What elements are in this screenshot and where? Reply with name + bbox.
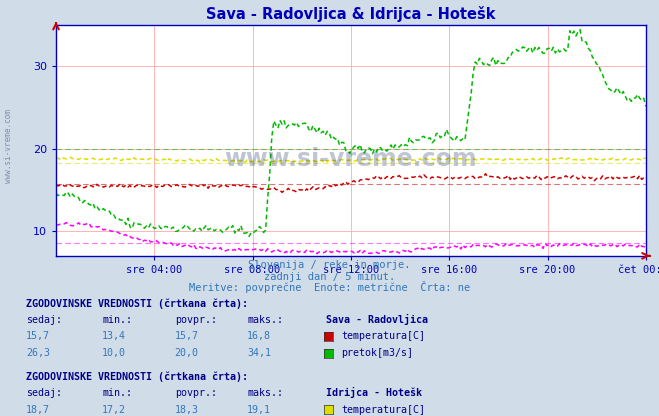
- Text: Slovenija / reke in morje.: Slovenija / reke in morje.: [248, 260, 411, 270]
- Text: ZGODOVINSKE VREDNOSTI (črtkana črta):: ZGODOVINSKE VREDNOSTI (črtkana črta):: [26, 372, 248, 382]
- Text: sedaj:: sedaj:: [26, 388, 63, 398]
- Text: pretok[m3/s]: pretok[m3/s]: [341, 348, 413, 358]
- Text: 13,4: 13,4: [102, 332, 126, 342]
- Text: min.:: min.:: [102, 388, 132, 398]
- Text: 16,8: 16,8: [247, 332, 271, 342]
- Text: povpr.:: povpr.:: [175, 388, 217, 398]
- Text: Meritve: povprečne  Enote: metrične  Črta: ne: Meritve: povprečne Enote: metrične Črta:…: [189, 281, 470, 293]
- Text: 20,0: 20,0: [175, 348, 198, 358]
- Text: temperatura[C]: temperatura[C]: [341, 405, 425, 415]
- Text: www.si-vreme.com: www.si-vreme.com: [4, 109, 13, 183]
- Text: 10,0: 10,0: [102, 348, 126, 358]
- Text: www.si-vreme.com: www.si-vreme.com: [225, 147, 477, 171]
- Text: 19,1: 19,1: [247, 405, 271, 415]
- Text: 15,7: 15,7: [26, 332, 50, 342]
- Text: 15,7: 15,7: [175, 332, 198, 342]
- Text: maks.:: maks.:: [247, 388, 283, 398]
- Text: sedaj:: sedaj:: [26, 315, 63, 325]
- Text: Idrijca - Hotešk: Idrijca - Hotešk: [326, 387, 422, 398]
- Text: ZGODOVINSKE VREDNOSTI (črtkana črta):: ZGODOVINSKE VREDNOSTI (črtkana črta):: [26, 299, 248, 309]
- Text: Sava - Radovljica: Sava - Radovljica: [326, 314, 428, 325]
- Text: 18,7: 18,7: [26, 405, 50, 415]
- Text: 34,1: 34,1: [247, 348, 271, 358]
- Text: 17,2: 17,2: [102, 405, 126, 415]
- Text: maks.:: maks.:: [247, 315, 283, 325]
- Text: povpr.:: povpr.:: [175, 315, 217, 325]
- Text: 18,3: 18,3: [175, 405, 198, 415]
- Text: min.:: min.:: [102, 315, 132, 325]
- Text: zadnji dan / 5 minut.: zadnji dan / 5 minut.: [264, 272, 395, 282]
- Text: temperatura[C]: temperatura[C]: [341, 332, 425, 342]
- Title: Sava - Radovljica & Idrijca - Hotešk: Sava - Radovljica & Idrijca - Hotešk: [206, 6, 496, 22]
- Text: 26,3: 26,3: [26, 348, 50, 358]
